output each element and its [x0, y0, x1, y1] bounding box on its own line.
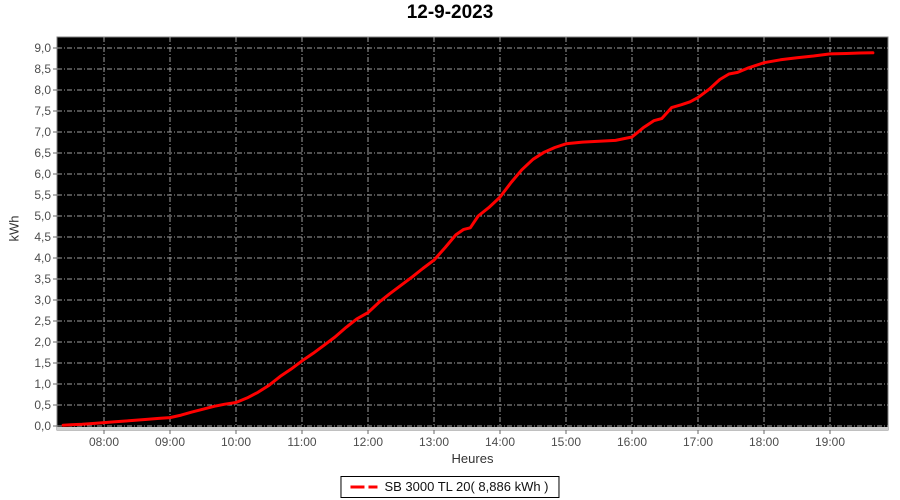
legend-series-label: SB 3000 TL 20( 8,886 kWh ) — [384, 479, 549, 494]
y-tick-label: 6,5 — [34, 146, 51, 160]
y-tick-label: 2,0 — [34, 335, 51, 349]
y-tick-label: 2,5 — [34, 314, 51, 328]
y-tick-label: 5,0 — [34, 209, 51, 223]
x-tick-label: 15:00 — [551, 435, 581, 449]
chart-title: 12-9-2023 — [406, 2, 494, 23]
x-tick-label: 10:00 — [221, 435, 251, 449]
y-tick-label: 3,0 — [34, 293, 51, 307]
y-axis-label: kWh — [6, 215, 22, 242]
x-tick-label: 13:00 — [419, 435, 449, 449]
y-tick-label: 7,5 — [34, 104, 51, 118]
x-tick-label: 18:00 — [749, 435, 779, 449]
legend-marker-line — [350, 485, 379, 488]
x-tick-label: 16:00 — [617, 435, 647, 449]
y-tick-label: 6,0 — [34, 167, 51, 181]
x-tick-label: 11:00 — [287, 435, 316, 449]
y-tick-label: 7,0 — [34, 125, 51, 139]
y-tick-label: 0,5 — [34, 398, 51, 412]
x-tick-label: 14:00 — [485, 435, 515, 449]
y-tick-label: 1,0 — [34, 377, 51, 391]
x-tick-label: 08:00 — [89, 435, 119, 449]
y-tick-label: 8,0 — [34, 83, 51, 97]
plot-area — [56, 36, 889, 431]
x-tick-label: 09:00 — [155, 435, 185, 449]
y-tick-label: 8,5 — [34, 62, 51, 76]
y-tick-label: 5,5 — [34, 188, 51, 202]
y-tick-label: 9,0 — [34, 41, 51, 55]
y-tick-label: 1,5 — [34, 356, 51, 370]
y-tick-label: 4,5 — [34, 230, 51, 244]
x-tick-label: 19:00 — [815, 435, 845, 449]
y-tick-label: 3,5 — [34, 272, 51, 286]
x-axis-label: Heures — [451, 451, 494, 466]
x-tick-label: 17:00 — [683, 435, 713, 449]
y-tick-label: 0,0 — [34, 419, 51, 433]
x-tick-label: 12:00 — [353, 435, 383, 449]
series-line — [61, 51, 875, 427]
x-axis-band — [57, 427, 888, 430]
legend: SB 3000 TL 20( 8,886 kWh ) — [340, 476, 560, 498]
y-tick-label: 4,0 — [34, 251, 51, 265]
